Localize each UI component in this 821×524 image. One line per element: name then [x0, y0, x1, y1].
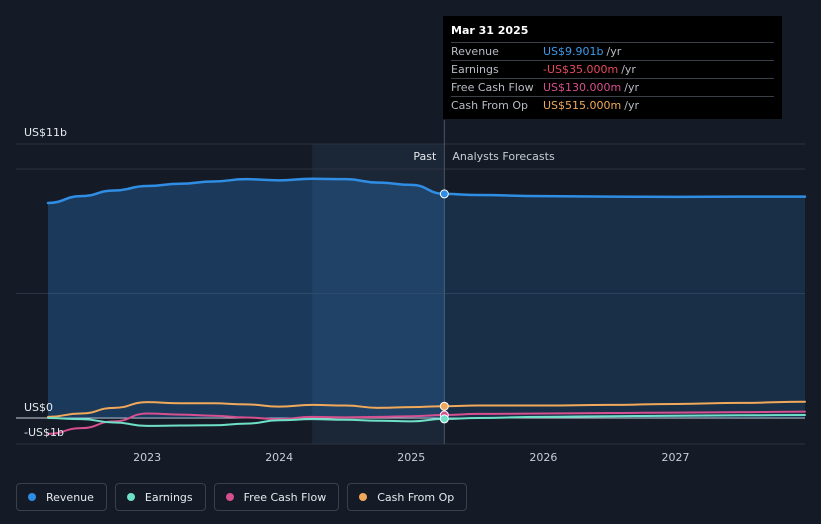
past-label: Past — [413, 150, 437, 163]
tooltip-label: Revenue — [451, 45, 499, 58]
tooltip-value: US$515.000m — [543, 99, 622, 112]
legend-item-cash-from-op[interactable]: Cash From Op — [347, 483, 468, 511]
forecast-label: Analysts Forecasts — [452, 150, 555, 163]
axis-labels: US$11b US$0 -US$1b 2023 2024 2025 2026 2027 Past… — [24, 126, 690, 464]
tooltip-value: US$130.000m — [543, 81, 622, 94]
series-line-free-cash-flow — [47, 410, 806, 435]
revenue-area-fill — [48, 178, 805, 418]
chart-legend: Revenue Earnings Free Cash Flow Cash Fro… — [16, 483, 468, 511]
chart-grid — [16, 120, 805, 445]
tooltip-label: Earnings — [451, 63, 499, 76]
y-tick-label: -US$1b — [24, 426, 64, 439]
x-tick-label: 2024 — [265, 451, 293, 464]
legend-item-revenue[interactable]: Revenue — [16, 483, 107, 511]
tooltip-unit: /yr — [606, 45, 622, 58]
highlight-point-revenue — [439, 189, 449, 199]
tooltip-row-cash-from-op: Cash From Op US$515.000m /yr — [451, 96, 774, 114]
tooltip-label: Free Cash Flow — [451, 81, 534, 94]
y-tick-label: US$11b — [24, 126, 67, 139]
tooltip-value: US$9.901b — [543, 45, 604, 58]
legend-item-earnings[interactable]: Earnings — [114, 483, 206, 511]
legend-label: Free Cash Flow — [243, 490, 327, 504]
revenue-area — [48, 178, 805, 418]
tooltip-panel: Mar 31 2025 Revenue US$9.901b /yr Earnin… — [443, 16, 782, 119]
tooltip-unit: /yr — [621, 63, 636, 76]
x-tick-label: 2026 — [529, 451, 557, 464]
tooltip-row-revenue: Revenue US$9.901b /yr — [451, 42, 774, 60]
tooltip-unit: /yr — [624, 81, 639, 94]
x-tick-label: 2023 — [133, 451, 161, 464]
legend-label: Earnings — [144, 490, 193, 504]
highlight-point-earnings — [439, 414, 449, 424]
highlight-markers — [439, 189, 449, 424]
revenue-past-area-fill — [48, 178, 445, 418]
tooltip-date: Mar 31 2025 — [451, 24, 529, 37]
legend-label: Revenue — [46, 490, 94, 504]
highlight-point-cash-from-op — [439, 401, 449, 411]
tooltip-row-earnings: Earnings -US$35.000m /yr — [451, 60, 774, 78]
legend-dot-icon — [126, 493, 135, 501]
legend-label: Cash From Op — [377, 490, 455, 504]
series-lines — [46, 177, 807, 435]
tooltip-label: Cash From Op — [451, 99, 529, 112]
series-line-earnings — [47, 414, 806, 427]
tooltip-value: -US$35.000m — [543, 63, 619, 76]
tooltip-row-free-cash-flow: Free Cash Flow US$130.000m /yr — [451, 78, 774, 96]
legend-item-free-cash-flow[interactable]: Free Cash Flow — [213, 483, 340, 511]
series-line-revenue — [46, 177, 807, 205]
tooltip-unit: /yr — [624, 99, 639, 112]
x-tick-label: 2027 — [662, 451, 690, 464]
y-tick-label: US$0 — [24, 401, 53, 414]
legend-dot-icon — [225, 493, 234, 501]
x-tick-label: 2025 — [397, 451, 425, 464]
series-line-cash-from-op — [47, 400, 806, 418]
legend-dot-icon — [28, 493, 36, 501]
legend-dot-icon — [359, 493, 368, 501]
